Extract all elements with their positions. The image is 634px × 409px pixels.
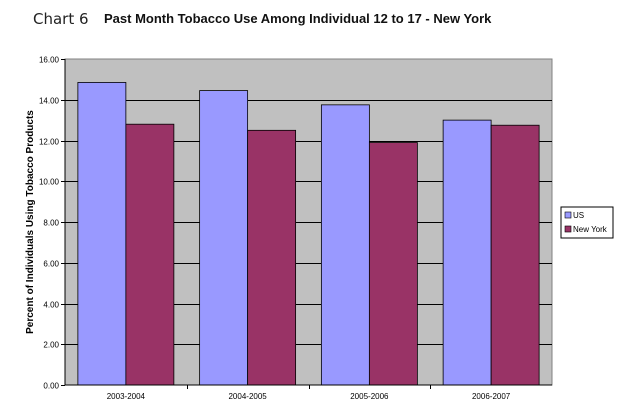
legend-label-us: US <box>573 211 584 220</box>
x-axis-ticks: 2003-2004 2004-2005 2005-2006 2006-2007 <box>107 385 511 401</box>
x-tick-label: 2004-2005 <box>228 392 267 401</box>
y-tick-label: 12.00 <box>39 138 60 147</box>
legend-swatch-new-york <box>564 225 572 233</box>
y-tick-label: 6.00 <box>43 260 59 269</box>
legend-swatch-us <box>564 211 572 219</box>
bars <box>77 82 540 386</box>
y-tick-label: 14.00 <box>39 97 60 106</box>
bar-new-york <box>247 129 297 386</box>
chart-number: Chart 6 <box>33 10 89 28</box>
y-tick-label: 2.00 <box>43 341 59 350</box>
legend: US New York <box>560 206 614 239</box>
bar-us <box>320 104 370 386</box>
y-tick-label: 10.00 <box>39 178 60 187</box>
y-tick-label: 4.00 <box>43 301 59 310</box>
legend-label-new-york: New York <box>573 225 608 234</box>
bar-new-york <box>368 142 418 386</box>
y-tick-label: 8.00 <box>43 219 59 228</box>
y-tick-label: 16.00 <box>39 56 60 65</box>
bar-us <box>77 82 127 386</box>
chart-title: Past Month Tobacco Use Among Individual … <box>104 11 492 26</box>
bar-us <box>199 90 249 386</box>
y-tick-label: 0.00 <box>43 382 59 391</box>
y-axis-label: Percent of Individuals Using Tobacco Pro… <box>25 110 36 334</box>
x-tick-label: 2005-2006 <box>350 392 389 401</box>
x-tick-label: 2006-2007 <box>472 392 511 401</box>
x-tick-label: 2003-2004 <box>107 392 146 401</box>
bar-us <box>442 119 492 386</box>
bar-new-york <box>490 124 540 386</box>
bar-new-york <box>125 123 175 386</box>
y-axis-ticks: 0.00 2.00 4.00 6.00 8.00 10.00 12.00 14.00 16.00 <box>39 56 65 391</box>
